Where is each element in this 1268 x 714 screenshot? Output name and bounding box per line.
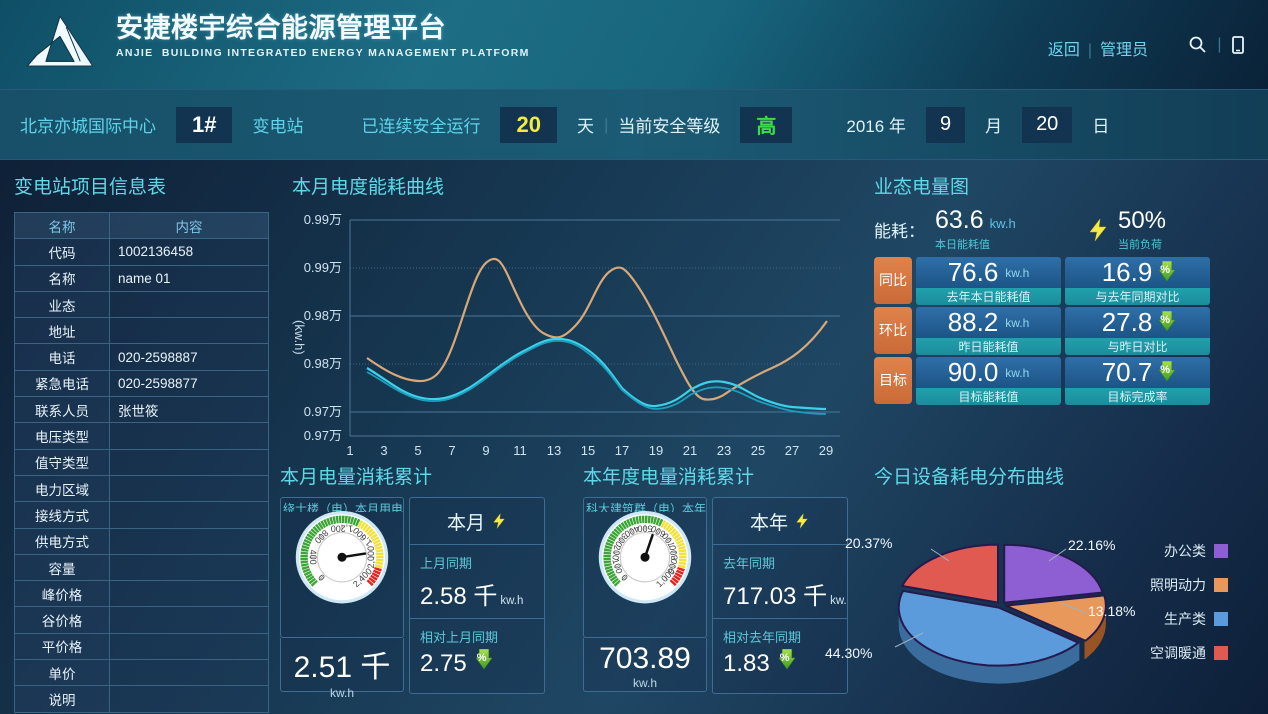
svg-text:19: 19 (649, 443, 663, 458)
svg-text:17: 17 (615, 443, 629, 458)
svg-text:25: 25 (751, 443, 765, 458)
svg-text:29: 29 (819, 443, 833, 458)
svg-text:0.99万: 0.99万 (304, 260, 342, 275)
svg-text:21: 21 (683, 443, 697, 458)
svg-text:9: 9 (482, 443, 489, 458)
svg-text:5: 5 (414, 443, 421, 458)
svg-text:1: 1 (346, 443, 353, 458)
svg-text:2,000: 2,000 (366, 546, 376, 569)
svg-text:11: 11 (513, 443, 527, 458)
svg-text:13: 13 (547, 443, 561, 458)
svg-text:0.97万: 0.97万 (304, 428, 342, 443)
svg-text:400: 400 (308, 550, 318, 565)
svg-text:23: 23 (717, 443, 731, 458)
svg-text:7: 7 (448, 443, 455, 458)
svg-text:0.98万: 0.98万 (304, 308, 342, 323)
svg-text:27: 27 (785, 443, 799, 458)
svg-text:0.99万: 0.99万 (304, 212, 342, 227)
svg-text:3: 3 (380, 443, 387, 458)
svg-text:0.97万: 0.97万 (304, 404, 342, 419)
svg-text:1,200: 1,200 (331, 523, 354, 533)
svg-text:15: 15 (581, 443, 595, 458)
svg-text:0.98万: 0.98万 (304, 356, 342, 371)
